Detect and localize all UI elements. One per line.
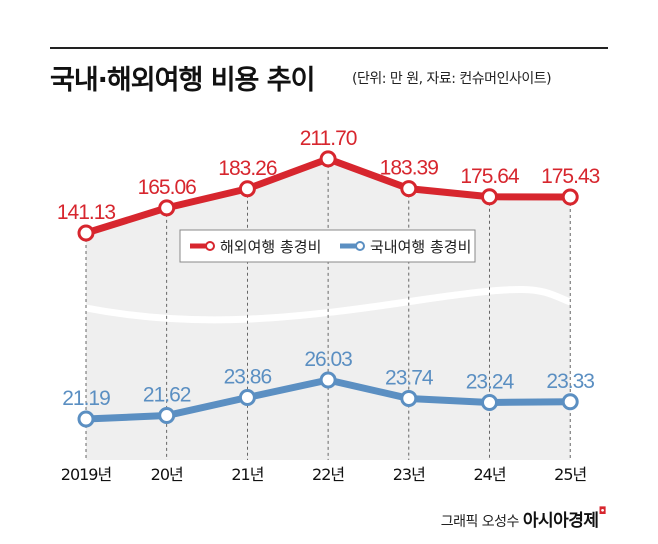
domestic-data-label-3: 26.03 [304,348,352,371]
domestic-point-2 [238,388,256,406]
domestic-data-label-6: 23.33 [546,370,594,393]
x-tick-label-3: 22년 [312,465,344,484]
overseas-data-label-5: 175.64 [460,165,520,188]
overseas-data-label-3: 211.70 [300,127,357,150]
domestic-data-label-4: 23.74 [385,366,434,389]
domestic-point-1 [158,407,176,425]
legend-swatch-marker-1 [355,241,365,251]
overseas-point-2 [238,180,256,198]
domestic-data-label-5: 23.24 [466,370,515,393]
overseas-data-label-1: 165.06 [138,176,197,199]
chart-title: 국내·해외여행 비용 추이 [50,65,315,96]
legend-swatch-marker-0 [205,241,215,251]
domestic-data-label-0: 21.19 [62,387,110,410]
x-tick-label-5: 24년 [473,465,505,484]
overseas-point-5 [481,188,498,206]
x-tick-label-6: 25년 [554,465,586,484]
overseas-data-label-6: 175.43 [541,165,600,188]
legend-box [179,229,476,263]
axis-break-band [85,286,572,324]
x-tick-label-1: 20년 [151,465,183,484]
brand-logo: 아시아경제 [522,511,599,531]
overseas-data-label-0: 141.13 [57,201,116,224]
overseas-point-1 [158,199,176,217]
domestic-point-0 [77,410,95,428]
x-tick-label-0: 2019년 [61,465,112,484]
credit-text: 그래픽 오성수 [440,514,520,530]
brand-mark-icon: ◘ [598,506,607,517]
overseas-point-0 [77,224,95,242]
overseas-point-4 [400,180,418,198]
overseas-data-label-4: 183.39 [380,157,439,180]
domestic-point-5 [481,393,498,411]
overseas-data-label-2: 183.26 [218,157,277,180]
x-tick-label-4: 23년 [393,465,425,484]
credit: 그래픽 오성수 아시아경제◘ [440,506,607,531]
domestic-data-label-2: 23.86 [224,365,272,388]
x-tick-label-2: 21년 [231,465,263,484]
domestic-point-4 [400,389,418,407]
legend-label-1: 국내여행 총경비 [370,238,471,256]
domestic-point-6 [561,393,579,411]
domestic-data-label-1: 21.62 [143,384,191,407]
chart-subtitle: (단위: 만 원, 자료: 컨슈머인사이트) [352,71,552,87]
overseas-point-6 [561,188,579,206]
domestic-point-3 [319,371,337,389]
overseas-point-3 [319,150,337,168]
legend-label-0: 해외여행 총경비 [220,238,321,256]
